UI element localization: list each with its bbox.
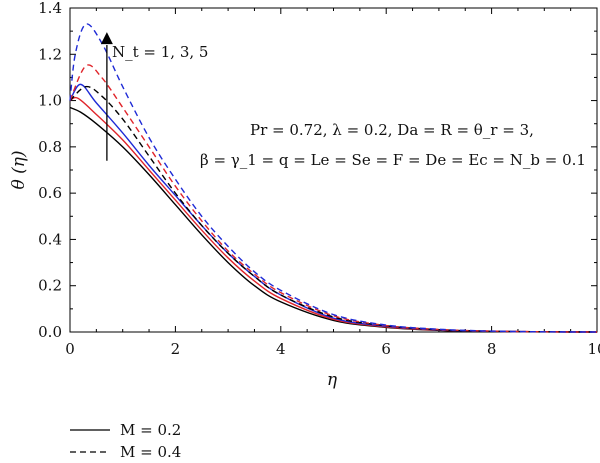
series-line-dashed-3 — [69, 85, 598, 333]
y-tick-label: 0.8 — [38, 138, 62, 156]
y-axis-title: θ (η) — [9, 150, 29, 189]
series-line-dashed-4 — [69, 64, 598, 333]
y-tick-label: 0.2 — [38, 277, 62, 295]
x-tick-label: 8 — [487, 340, 497, 358]
y-tick-label: 1.4 — [38, 0, 62, 17]
y-tick-label: 1.0 — [38, 92, 62, 110]
x-tick-label: 6 — [381, 340, 391, 358]
params-annotation-line1: Pr = 0.72, λ = 0.2, Da = R = θ_r = 3, — [250, 121, 534, 139]
series-layer — [69, 23, 598, 333]
y-tick-label: 0.0 — [38, 323, 62, 341]
series-line-solid-0 — [69, 106, 598, 333]
y-tick-label: 0.4 — [38, 230, 62, 248]
x-tick-label: 4 — [276, 340, 286, 358]
x-tick-label: 0 — [65, 340, 75, 358]
x-tick-label: 2 — [171, 340, 181, 358]
x-axis-title: η — [327, 370, 338, 390]
arrow-head-icon — [100, 32, 113, 45]
legend: M = 0.2 M = 0.4 — [70, 421, 181, 461]
arrow-label: N_t = 1, 3, 5 — [112, 43, 208, 61]
params-annotation-line2: β = γ_1 = q = Le = Se = F = De = Ec = N_… — [200, 151, 586, 169]
series-line-dashed-5 — [69, 23, 598, 333]
x-tick-label: 10 — [587, 340, 600, 358]
legend-label-dashed: M = 0.4 — [120, 443, 181, 459]
y-tick-label: 0.6 — [38, 184, 62, 202]
ticks-layer: 0 2 4 6 8 10 0.0 0.2 0.4 0.6 0.8 1.0 1.2 1.4 — [38, 0, 600, 358]
y-tick-label: 1.2 — [38, 45, 62, 63]
legend-label-solid: M = 0.2 — [120, 421, 181, 439]
